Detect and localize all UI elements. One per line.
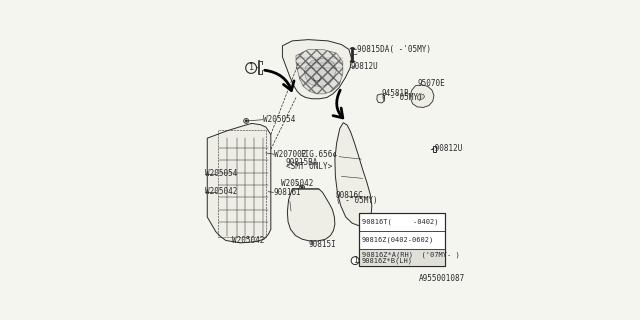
Circle shape (241, 195, 246, 200)
Circle shape (241, 207, 246, 212)
Text: -90812U: -90812U (431, 144, 463, 153)
Text: A955001087: A955001087 (419, 274, 465, 283)
Text: 90816I: 90816I (273, 188, 301, 197)
Text: 1: 1 (248, 63, 253, 72)
Text: 94581B: 94581B (381, 89, 409, 98)
Circle shape (227, 146, 232, 150)
Circle shape (334, 153, 339, 157)
Circle shape (254, 146, 259, 150)
Text: W205054: W205054 (205, 169, 237, 179)
Circle shape (244, 118, 249, 124)
Circle shape (254, 182, 259, 188)
Text: 90816Z(0402-0602): 90816Z(0402-0602) (362, 236, 435, 243)
Text: 90815DA( -'05MY): 90815DA( -'05MY) (357, 45, 431, 54)
Text: W205042: W205042 (281, 179, 313, 188)
Circle shape (265, 152, 267, 154)
Bar (359, 213, 445, 266)
Circle shape (215, 190, 218, 193)
Polygon shape (282, 40, 351, 99)
Text: 90812U: 90812U (350, 62, 378, 71)
Text: W205042: W205042 (232, 236, 264, 245)
Circle shape (254, 170, 259, 175)
Circle shape (246, 234, 250, 238)
Circle shape (254, 207, 259, 212)
Text: <SMT ONLY>: <SMT ONLY> (285, 162, 332, 171)
Polygon shape (377, 94, 385, 103)
Circle shape (227, 207, 232, 212)
Text: 1: 1 (353, 256, 358, 265)
Circle shape (254, 195, 259, 200)
Circle shape (227, 195, 232, 200)
Text: FIG.656: FIG.656 (301, 150, 333, 159)
Circle shape (301, 186, 303, 189)
Text: W205054: W205054 (264, 115, 296, 124)
Circle shape (214, 172, 219, 176)
Circle shape (224, 187, 233, 196)
Text: ( -'05MY): ( -'05MY) (381, 93, 423, 102)
Circle shape (246, 62, 257, 73)
Text: 95070E: 95070E (417, 79, 445, 88)
Circle shape (212, 195, 218, 200)
Polygon shape (417, 94, 424, 100)
Text: 90815BA: 90815BA (285, 157, 318, 167)
Circle shape (241, 146, 246, 150)
Circle shape (256, 219, 261, 224)
FancyArrowPatch shape (333, 90, 343, 118)
Text: 90816C: 90816C (336, 191, 364, 200)
Circle shape (241, 182, 246, 188)
Circle shape (335, 154, 337, 156)
FancyArrowPatch shape (265, 70, 294, 91)
Circle shape (224, 163, 233, 172)
Text: 90815I: 90815I (308, 240, 337, 249)
Circle shape (254, 158, 259, 163)
Circle shape (215, 173, 218, 175)
Circle shape (224, 175, 233, 184)
Circle shape (227, 158, 232, 163)
Circle shape (241, 158, 246, 163)
Text: 90816Z*A(RH)  ('07MY- ): 90816Z*A(RH) ('07MY- ) (362, 251, 460, 258)
Circle shape (245, 120, 248, 122)
Circle shape (241, 170, 246, 175)
Circle shape (264, 150, 268, 156)
Circle shape (214, 189, 219, 194)
Text: ( -'05MY): ( -'05MY) (336, 196, 378, 204)
Bar (359, 249, 445, 266)
Polygon shape (335, 123, 372, 226)
Circle shape (244, 150, 252, 158)
Polygon shape (305, 58, 337, 86)
Text: W207002: W207002 (275, 150, 307, 159)
Circle shape (224, 212, 233, 221)
Bar (359, 213, 445, 266)
Circle shape (351, 257, 359, 265)
Text: 90816T(     -0402): 90816T( -0402) (362, 219, 438, 225)
Circle shape (224, 150, 233, 159)
Circle shape (300, 185, 305, 190)
Circle shape (246, 235, 249, 237)
Polygon shape (411, 85, 434, 108)
Polygon shape (207, 124, 271, 243)
Circle shape (224, 200, 233, 208)
Circle shape (236, 150, 243, 158)
Circle shape (212, 176, 218, 181)
Text: 90816Z*B(LH): 90816Z*B(LH) (362, 257, 413, 264)
Circle shape (333, 152, 339, 157)
Polygon shape (296, 50, 343, 94)
Text: W205042: W205042 (205, 187, 237, 196)
Circle shape (227, 170, 232, 175)
Polygon shape (287, 189, 335, 241)
Circle shape (212, 211, 218, 216)
Circle shape (236, 163, 243, 171)
Circle shape (227, 182, 232, 188)
